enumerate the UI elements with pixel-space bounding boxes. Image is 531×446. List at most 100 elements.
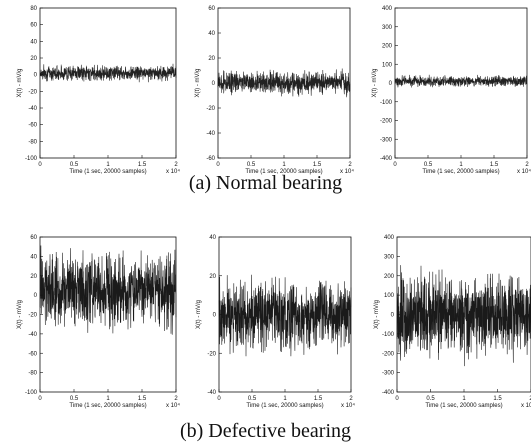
y-tick-label: 400 <box>384 235 395 241</box>
x-axis-label: Time (1 sec, 20000 samples) <box>425 403 502 409</box>
caption-normal-bearing: (a) Normal bearing <box>188 172 343 194</box>
signal-trace <box>394 74 528 88</box>
y-axis-label: X(t) - mV/g <box>17 300 23 329</box>
y-tick-label: 60 <box>30 23 37 29</box>
y-tick-label: -400 <box>380 156 393 162</box>
y-tick-label: -60 <box>28 123 37 129</box>
y-axis-label: X(t) - mV/g <box>196 300 202 329</box>
x-tick-label: 2 <box>174 162 178 168</box>
x-tick-label: 0.5 <box>248 396 257 402</box>
y-tick-label: -80 <box>28 371 37 377</box>
x-tick-label: 0 <box>395 396 399 402</box>
x-tick-label: 1 <box>283 396 287 402</box>
x-tick-label: 1.5 <box>138 396 147 402</box>
x-tick-label: 1 <box>106 162 110 168</box>
y-tick-label: -200 <box>380 119 393 125</box>
x-tick-label: 2 <box>529 396 531 402</box>
y-tick-label: -100 <box>382 332 395 338</box>
x-tick-label: 1 <box>459 162 463 168</box>
y-tick-label: 40 <box>209 235 216 241</box>
y-tick-label: 80 <box>30 6 37 12</box>
plot-6: 4003002001000-100-200-300-40000.511.52Ti… <box>374 235 531 409</box>
x-tick-label: 1 <box>106 396 110 402</box>
y-tick-label: -60 <box>206 156 215 162</box>
y-tick-label: -20 <box>206 106 215 112</box>
y-tick-label: -60 <box>28 351 37 357</box>
y-tick-label: 60 <box>208 6 215 12</box>
x-tick-label: 1.5 <box>490 162 499 168</box>
axes-frame <box>39 7 177 159</box>
y-tick-label: -100 <box>25 390 38 396</box>
x-axis-exponent: x 10⁴ <box>521 402 531 409</box>
y-tick-label: 400 <box>382 6 393 12</box>
y-tick-label: 20 <box>30 56 37 62</box>
y-tick-label: 20 <box>208 56 215 62</box>
y-tick-label: 300 <box>382 25 393 31</box>
y-tick-label: -100 <box>380 100 393 106</box>
caption-defective-bearing: (b) Defective bearing <box>179 420 351 442</box>
y-tick-label: -40 <box>207 390 216 396</box>
y-tick-label: 300 <box>384 254 395 260</box>
x-tick-label: 0.5 <box>70 162 79 168</box>
y-tick-label: 0 <box>34 73 38 79</box>
x-axis-label: Time (1 sec, 20000 samples) <box>69 169 146 175</box>
x-tick-label: 0.5 <box>247 162 256 168</box>
y-axis-label: X(t) - mV/g <box>374 300 380 329</box>
x-tick-label: 2 <box>349 396 353 402</box>
x-axis-exponent: x 10⁴ <box>517 168 531 175</box>
y-tick-label: -40 <box>28 106 37 112</box>
y-tick-label: -20 <box>28 313 37 319</box>
x-tick-label: 0 <box>38 396 42 402</box>
signal-trace <box>217 68 351 98</box>
x-axis-label: Time (1 sec, 20000 samples) <box>69 403 146 409</box>
y-tick-label: -20 <box>28 89 37 95</box>
signal-trace <box>39 63 177 83</box>
y-tick-label: 0 <box>34 293 38 299</box>
x-tick-label: 0 <box>216 162 220 168</box>
y-tick-label: 40 <box>30 254 37 260</box>
y-tick-label: 0 <box>389 81 393 87</box>
y-tick-label: -100 <box>25 156 38 162</box>
x-axis-label: Time (1 sec, 20000 samples) <box>422 169 499 175</box>
x-axis-exponent: x 10⁴ <box>340 168 354 175</box>
x-tick-label: 2 <box>525 162 529 168</box>
y-tick-label: 20 <box>30 274 37 280</box>
y-tick-label: 100 <box>384 293 395 299</box>
y-tick-label: 40 <box>208 31 215 37</box>
y-axis-label: X(t) - mV/g <box>17 68 23 97</box>
x-axis-exponent: x 10⁴ <box>341 402 355 409</box>
y-axis-label: X(t) - mV/g <box>195 68 201 97</box>
y-tick-label: -40 <box>28 332 37 338</box>
y-tick-label: 100 <box>382 62 393 68</box>
x-tick-label: 1.5 <box>138 162 147 168</box>
y-tick-label: -40 <box>206 131 215 137</box>
y-tick-label: 200 <box>382 44 393 50</box>
x-tick-label: 1.5 <box>493 396 502 402</box>
x-tick-label: 2 <box>174 396 178 402</box>
y-axis-label: X(t) - mV/g <box>372 68 378 97</box>
x-tick-label: 1 <box>462 396 466 402</box>
signal-trace <box>218 274 352 357</box>
signal-trace <box>39 245 177 335</box>
x-tick-label: 1 <box>282 162 286 168</box>
signal-trace <box>396 265 531 367</box>
y-tick-label: 20 <box>209 274 216 280</box>
y-tick-label: 60 <box>30 235 37 241</box>
x-tick-label: 0 <box>217 396 221 402</box>
x-axis-exponent: x 10⁴ <box>166 168 180 175</box>
y-tick-label: -20 <box>207 351 216 357</box>
y-tick-label: 40 <box>30 39 37 45</box>
x-tick-label: 0 <box>393 162 397 168</box>
x-tick-label: 1.5 <box>314 396 323 402</box>
x-tick-label: 2 <box>348 162 352 168</box>
x-axis-label: Time (1 sec, 20000 samples) <box>245 169 322 175</box>
y-tick-label: -400 <box>382 390 395 396</box>
x-tick-label: 0.5 <box>424 162 433 168</box>
x-tick-label: 1.5 <box>313 162 322 168</box>
y-tick-label: 0 <box>212 81 216 87</box>
y-tick-label: 200 <box>384 274 395 280</box>
